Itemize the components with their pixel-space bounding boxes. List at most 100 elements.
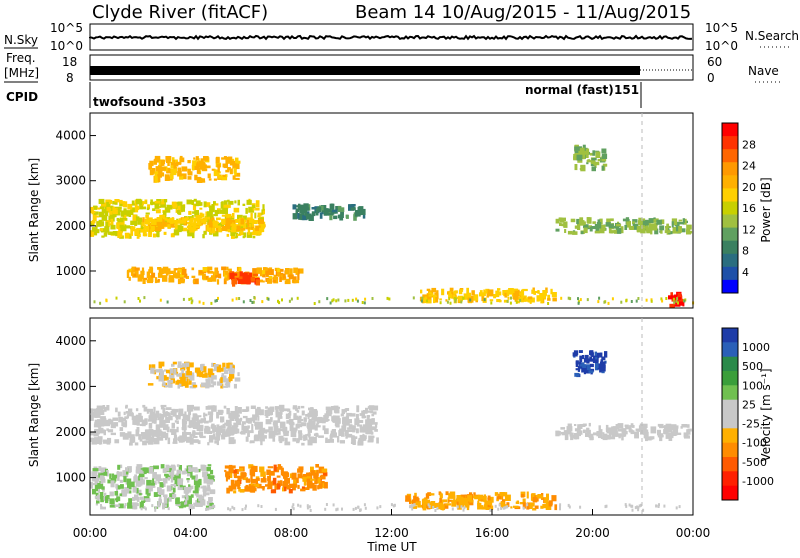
velocity-cell bbox=[393, 503, 396, 507]
power-cell bbox=[167, 160, 170, 166]
velocity-cell bbox=[176, 464, 180, 467]
power-cell bbox=[194, 210, 199, 217]
velocity-cell bbox=[240, 430, 246, 435]
power-cell bbox=[459, 288, 464, 291]
power-cell bbox=[123, 201, 128, 208]
power-cell bbox=[354, 210, 361, 217]
power-cell bbox=[148, 163, 153, 170]
velocity-cell bbox=[106, 405, 110, 411]
power-cell bbox=[151, 272, 156, 278]
power-cell bbox=[650, 227, 653, 235]
power-cell bbox=[587, 159, 591, 163]
velocity-cell bbox=[249, 486, 255, 491]
power-cell bbox=[485, 288, 490, 294]
power-cell bbox=[353, 214, 357, 221]
velocity-cell bbox=[341, 507, 343, 511]
power-cell bbox=[335, 206, 340, 211]
power-cell bbox=[246, 217, 253, 223]
power-cell bbox=[227, 228, 233, 233]
velocity-cell bbox=[157, 487, 162, 494]
velocity-cell bbox=[177, 486, 183, 491]
power-cell bbox=[137, 219, 143, 225]
velocity-cell bbox=[176, 469, 182, 475]
velocity-cell bbox=[348, 429, 354, 432]
power-cell bbox=[130, 220, 136, 225]
velocity-cell bbox=[217, 426, 223, 433]
velocity-cell bbox=[415, 501, 418, 504]
power-cell bbox=[639, 221, 644, 224]
velocity-cell bbox=[158, 361, 165, 367]
power-cell bbox=[654, 223, 658, 229]
power-cell bbox=[245, 207, 248, 214]
velocity-cell bbox=[208, 373, 215, 378]
velocity-cell bbox=[665, 423, 672, 430]
velocity-cell bbox=[209, 489, 216, 495]
velocity-cell bbox=[542, 504, 548, 509]
power-cell bbox=[469, 298, 472, 302]
power-cell bbox=[123, 208, 127, 215]
power-cell bbox=[154, 173, 160, 180]
power-cell bbox=[139, 202, 144, 210]
power-cell bbox=[211, 168, 216, 171]
velocity-cell bbox=[181, 363, 185, 368]
velocity-cell bbox=[149, 411, 155, 418]
power-cell bbox=[284, 280, 291, 285]
velocity-cell bbox=[164, 467, 170, 471]
power-cell bbox=[225, 218, 231, 226]
velocity-cell bbox=[566, 430, 572, 435]
velocity-cell bbox=[513, 505, 519, 508]
velocity-cell bbox=[256, 411, 259, 415]
power-cell bbox=[676, 297, 682, 300]
power-cell bbox=[196, 218, 200, 226]
power-cell bbox=[190, 297, 193, 301]
velocity-cell bbox=[162, 382, 166, 386]
power-cell bbox=[224, 271, 228, 279]
velocity-cell bbox=[494, 492, 499, 496]
power-cell bbox=[303, 203, 309, 210]
power-cell bbox=[371, 297, 374, 300]
velocity-cell bbox=[357, 505, 360, 509]
power-cell bbox=[182, 167, 188, 170]
velocity-cell bbox=[305, 434, 308, 441]
power-cell bbox=[211, 217, 215, 221]
power-cell bbox=[229, 160, 236, 166]
velocity-cell bbox=[176, 379, 183, 385]
velocity-cell bbox=[158, 374, 164, 382]
power-cell bbox=[105, 221, 109, 227]
velocity-cell bbox=[296, 410, 300, 413]
velocity-cell bbox=[283, 408, 290, 412]
velocity-cell bbox=[274, 483, 279, 490]
velocity-cell bbox=[147, 441, 154, 445]
power-cell bbox=[579, 298, 582, 302]
power-cell bbox=[295, 210, 298, 214]
power-cell bbox=[650, 299, 653, 303]
velocity-cell bbox=[598, 434, 603, 439]
velocity-cell bbox=[154, 506, 157, 510]
velocity-cell bbox=[159, 496, 162, 502]
velocity-cell bbox=[428, 502, 434, 509]
power-cell bbox=[193, 222, 199, 226]
power-cell bbox=[216, 217, 221, 221]
velocity-cell bbox=[559, 505, 561, 509]
velocity-cell bbox=[130, 413, 134, 417]
velocity-cell bbox=[156, 494, 162, 497]
velocity-cell bbox=[520, 494, 525, 498]
velocity-cell bbox=[208, 439, 214, 443]
velocity-cell bbox=[103, 439, 109, 444]
velocity-cell bbox=[320, 474, 323, 477]
power-cell bbox=[176, 161, 181, 165]
power-cell bbox=[626, 220, 631, 228]
velocity-cell bbox=[228, 378, 233, 382]
x-axis: 00:00 04:00 08:00 12:00 16:00 20:00 00:00 bbox=[73, 509, 710, 540]
power-cell bbox=[323, 213, 330, 216]
velocity-cell bbox=[153, 413, 158, 418]
velocity-cell bbox=[255, 424, 261, 430]
power-cell bbox=[154, 203, 160, 209]
velocity-cell bbox=[546, 501, 551, 508]
power-cell bbox=[654, 222, 658, 226]
power-cell bbox=[176, 210, 181, 213]
power-cell bbox=[672, 297, 675, 301]
power-cell bbox=[227, 156, 233, 163]
velocity-cell bbox=[619, 424, 623, 427]
velocity-cell bbox=[686, 424, 690, 428]
